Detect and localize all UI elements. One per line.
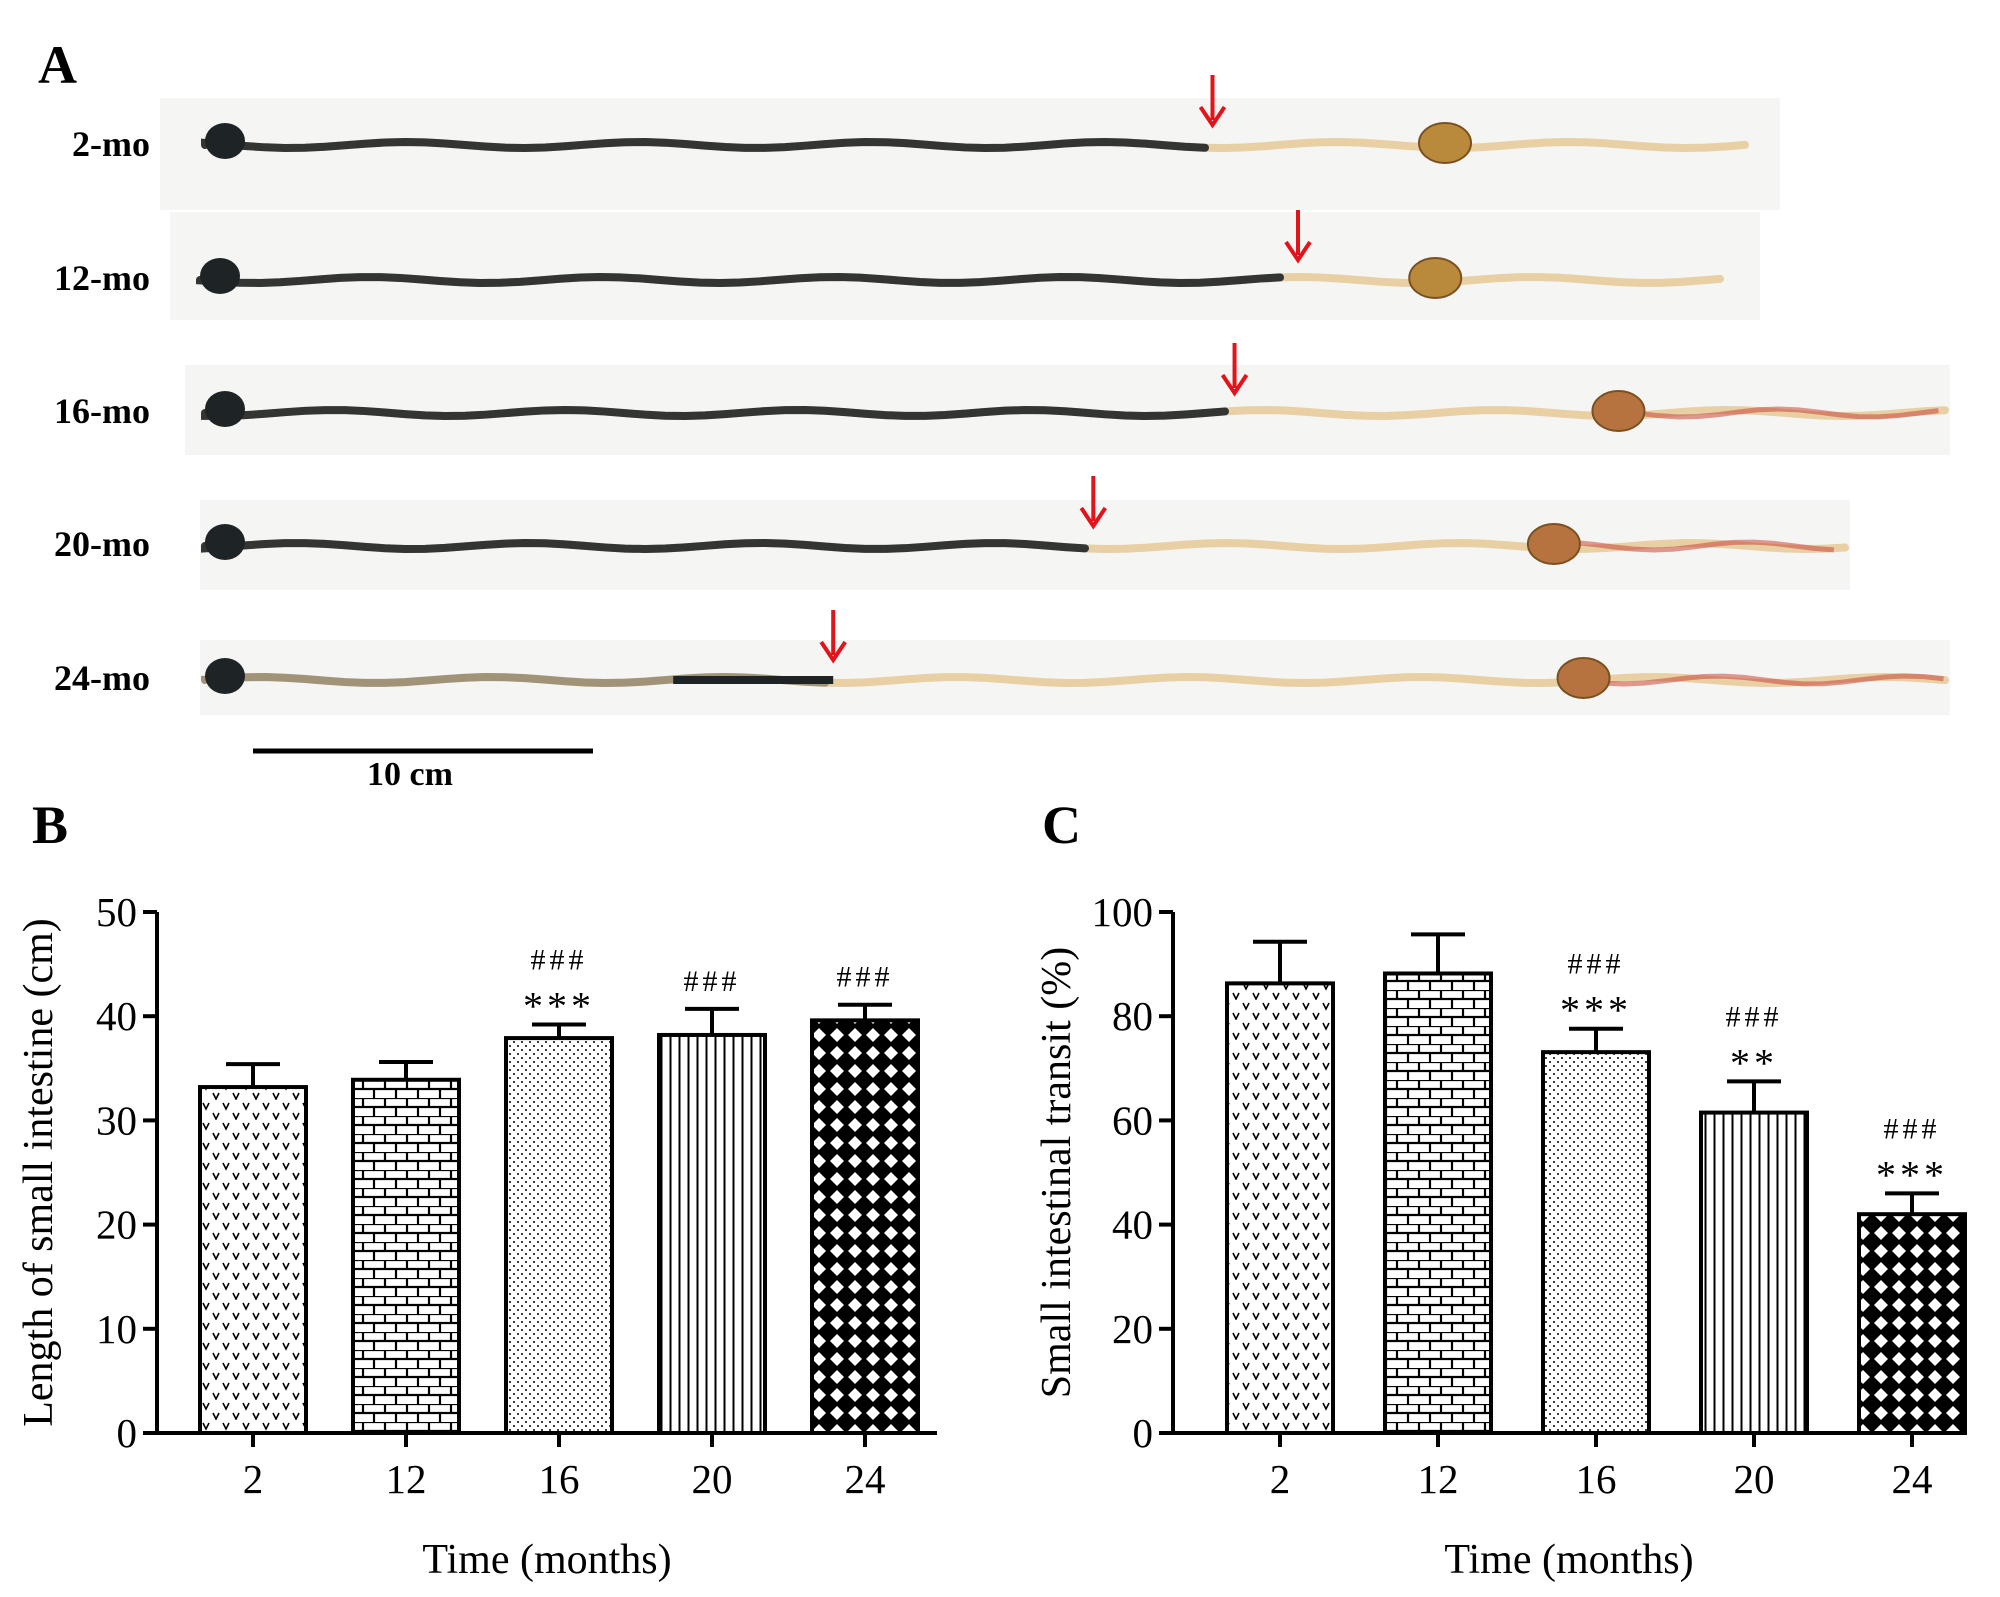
bar-20 (657, 1032, 767, 1436)
y-tick-label: 20 (1112, 1306, 1153, 1352)
star-annotation: *** (1560, 988, 1632, 1033)
arrow-head (1284, 240, 1312, 264)
transit-arrow (1079, 476, 1107, 530)
y-tick-label: 50 (96, 889, 137, 935)
y-tick-label: 0 (1133, 1410, 1154, 1456)
hash-annotation: ### (531, 944, 588, 977)
strip-2-mo (160, 75, 1780, 210)
intestine-tube (201, 673, 1949, 688)
transit-arrow (819, 610, 847, 664)
scale-bar-label: 10 cm (367, 756, 453, 793)
chart-c: 0 20 40 60 80 100 Small intestinal transit (%)… (1034, 889, 1967, 1583)
y-axis-label: Length of small intestine (cm) (16, 918, 62, 1427)
arrow-head (1220, 373, 1249, 397)
star-annotation: *** (1876, 1152, 1948, 1197)
x-tick-label: 2 (243, 1456, 264, 1502)
hash-annotation: ### (1568, 948, 1625, 981)
bar-2 (1225, 981, 1335, 1435)
strip-label-12mo: 12-mo (54, 258, 150, 298)
strip-12-mo (170, 210, 1760, 320)
strip-16-mo (185, 343, 1950, 455)
stomach (205, 524, 245, 560)
panel-a-photo-strips (160, 75, 1950, 754)
strip-label-24mo: 24-mo (54, 658, 150, 698)
strip-20-mo (200, 476, 1850, 590)
tissue-segment (1551, 539, 1835, 553)
dark-content (201, 138, 1209, 152)
y-tick-label: 100 (1092, 889, 1154, 935)
hash-annotation: ### (1884, 1112, 1941, 1145)
hash-annotation: ### (837, 961, 894, 994)
y-tick-label: 20 (96, 1202, 137, 1248)
arrow-head (1079, 506, 1107, 530)
strip-label-16mo: 16-mo (54, 391, 150, 431)
bar-12 (1383, 971, 1493, 1436)
cecum (1591, 390, 1646, 432)
hash-annotation: ### (1726, 1000, 1783, 1033)
x-axis-label: Time (months) (422, 1537, 671, 1583)
stomach (205, 391, 245, 427)
cecum (1556, 657, 1611, 699)
cecum (1526, 523, 1581, 565)
y-tick-label: 40 (1112, 1202, 1153, 1248)
y-tick-label: 0 (117, 1410, 138, 1456)
x-tick-label: 12 (1418, 1456, 1459, 1502)
tissue-segment (1581, 673, 1944, 687)
y-tick-label: 30 (96, 1097, 137, 1143)
panel-a-letter: A (38, 35, 77, 95)
dark-content (196, 273, 1284, 287)
transit-arrow (1284, 210, 1312, 264)
arrow-head (1198, 105, 1227, 129)
bar-24 (1857, 1212, 1967, 1436)
strip-label-20mo: 20-mo (54, 524, 150, 564)
panel-b-letter: B (32, 795, 69, 855)
arrow-head (819, 640, 847, 664)
x-tick-label: 2 (1270, 1456, 1291, 1502)
cecum (1418, 122, 1472, 164)
y-axis-label: Small intestinal transit (%) (1034, 947, 1080, 1398)
strip-24-mo (200, 610, 1950, 715)
x-tick-label: 20 (1734, 1456, 1775, 1502)
cecum (1408, 257, 1463, 299)
x-tick-label: 16 (539, 1456, 580, 1502)
x-tick-label: 20 (692, 1456, 733, 1502)
bar-20 (1699, 1110, 1809, 1435)
strip-background (170, 212, 1760, 320)
y-tick-label: 40 (96, 993, 137, 1039)
transit-arrow (1220, 343, 1249, 397)
strip-background (160, 98, 1780, 210)
x-tick-label: 24 (845, 1456, 886, 1502)
bar-16 (1541, 1050, 1651, 1436)
hash-annotation: ### (684, 965, 741, 998)
x-axis-label: Time (months) (1444, 1537, 1693, 1583)
stomach (200, 258, 240, 294)
bar-12 (351, 1077, 461, 1435)
y-tick-label: 10 (96, 1306, 137, 1352)
transit-arrow (1198, 75, 1227, 129)
stomach (205, 123, 245, 159)
bar-16 (504, 1036, 614, 1436)
panel-c-letter: C (1042, 795, 1081, 855)
star-annotation: ** (1730, 1040, 1778, 1085)
stomach (205, 658, 245, 694)
y-tick-label: 60 (1112, 1097, 1153, 1143)
bar-2 (198, 1085, 308, 1436)
bar-24 (810, 1018, 920, 1435)
tissue-segment (1615, 406, 1939, 420)
dark-content (201, 539, 1089, 554)
star-annotation: *** (523, 984, 595, 1029)
x-tick-label: 24 (1892, 1456, 1933, 1502)
chart-b: 0 10 20 30 40 50 Length of small intestine (cm… (16, 889, 937, 1583)
strip-label-2mo: 2-mo (72, 124, 150, 164)
y-tick-label: 80 (1112, 993, 1153, 1039)
x-tick-label: 12 (386, 1456, 427, 1502)
dark-content (201, 405, 1229, 420)
x-tick-label: 16 (1576, 1456, 1617, 1502)
